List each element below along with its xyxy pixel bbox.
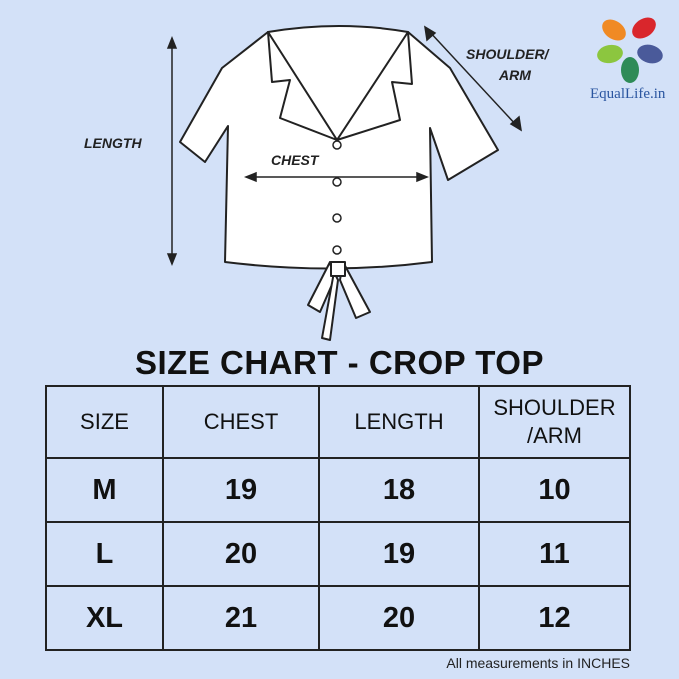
chest-label: CHEST (271, 152, 319, 168)
cell-length: 20 (318, 585, 480, 651)
table-header-row: SIZE CHEST LENGTH SHOULDER/ARM (45, 385, 631, 459)
equallife-logo (597, 17, 663, 83)
header-size: SIZE (45, 385, 164, 459)
length-label: LENGTH (84, 135, 142, 151)
size-table: SIZE CHEST LENGTH SHOULDER/ARM M 19 18 1… (45, 385, 631, 651)
logo-text: EqualLife.in (590, 86, 666, 102)
table-row: L 20 19 11 (45, 521, 631, 587)
cell-size: XL (45, 585, 164, 651)
cell-chest: 20 (162, 521, 320, 587)
measurement-note: All measurements in INCHES (446, 655, 630, 671)
header-length: LENGTH (318, 385, 480, 459)
arm-label: ARM (499, 67, 531, 83)
shoulder-label: SHOULDER/ (466, 46, 549, 62)
cell-chest: 21 (162, 585, 320, 651)
cell-shoulder: 12 (478, 585, 631, 651)
crop-top-illustration (166, 25, 522, 341)
page-title: SIZE CHART - CROP TOP (135, 344, 544, 381)
cell-size: M (45, 457, 164, 523)
table-row: XL 21 20 12 (45, 585, 631, 651)
header-shoulder: SHOULDER (493, 395, 616, 420)
cell-length: 18 (318, 457, 480, 523)
header-chest: CHEST (162, 385, 320, 459)
cell-shoulder: 10 (478, 457, 631, 523)
cell-length: 19 (318, 521, 480, 587)
header-shoulder-arm: SHOULDER/ARM (478, 385, 631, 459)
cell-size: L (45, 521, 164, 587)
cell-shoulder: 11 (478, 521, 631, 587)
header-arm: /ARM (527, 423, 582, 448)
cell-chest: 19 (162, 457, 320, 523)
table-row: M 19 18 10 (45, 457, 631, 523)
